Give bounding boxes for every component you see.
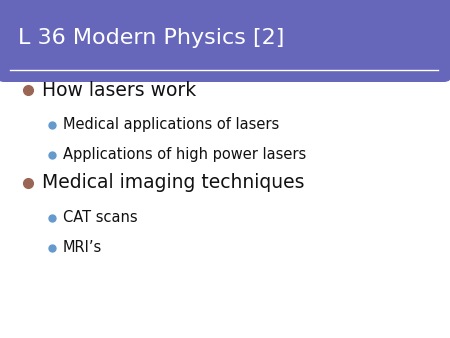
FancyBboxPatch shape: [4, 44, 444, 74]
Text: Applications of high power lasers: Applications of high power lasers: [63, 147, 306, 163]
FancyBboxPatch shape: [0, 0, 450, 82]
Text: CAT scans: CAT scans: [63, 211, 138, 225]
Text: L 36 Modern Physics [2]: L 36 Modern Physics [2]: [18, 28, 284, 48]
Text: How lasers work: How lasers work: [42, 80, 196, 99]
Text: Medical imaging techniques: Medical imaging techniques: [42, 173, 305, 193]
Text: MRI’s: MRI’s: [63, 241, 102, 256]
Text: Medical applications of lasers: Medical applications of lasers: [63, 118, 279, 132]
